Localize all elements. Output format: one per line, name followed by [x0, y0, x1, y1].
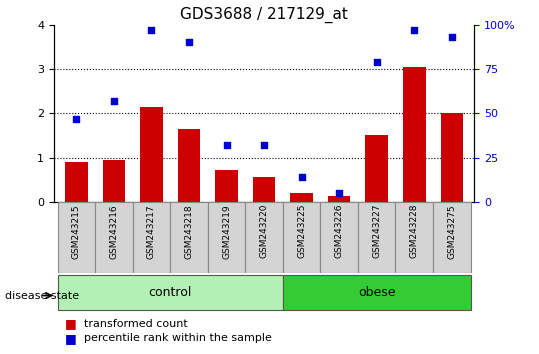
Text: GSM243227: GSM243227: [372, 204, 381, 258]
Bar: [403, 67, 425, 202]
Bar: [283, 202, 320, 273]
Point: [260, 142, 268, 148]
Bar: [65, 162, 88, 202]
Bar: [208, 202, 245, 273]
Bar: [328, 196, 350, 202]
Text: control: control: [149, 286, 192, 298]
Point: [298, 174, 306, 180]
Bar: [283, 275, 471, 309]
Bar: [291, 193, 313, 202]
Point: [109, 98, 118, 104]
Point: [410, 27, 419, 33]
Point: [335, 190, 343, 196]
Title: GDS3688 / 217129_at: GDS3688 / 217129_at: [180, 7, 348, 23]
Bar: [365, 136, 388, 202]
Text: ■: ■: [65, 332, 77, 344]
Text: GSM243216: GSM243216: [109, 204, 119, 258]
Bar: [178, 129, 201, 202]
Text: GSM243228: GSM243228: [410, 204, 419, 258]
Point: [222, 142, 231, 148]
Bar: [433, 202, 471, 273]
Text: ■: ■: [65, 318, 77, 330]
Text: GSM243219: GSM243219: [222, 204, 231, 258]
Bar: [358, 202, 396, 273]
Bar: [58, 202, 95, 273]
Text: transformed count: transformed count: [84, 319, 187, 329]
Bar: [58, 275, 283, 309]
Point: [147, 27, 156, 33]
Bar: [133, 202, 170, 273]
Text: GSM243226: GSM243226: [335, 204, 344, 258]
Point: [185, 40, 194, 45]
Bar: [396, 202, 433, 273]
Text: GSM243225: GSM243225: [297, 204, 306, 258]
Text: GSM243217: GSM243217: [147, 204, 156, 258]
Point: [72, 116, 81, 121]
Text: percentile rank within the sample: percentile rank within the sample: [84, 333, 272, 343]
Text: GSM243218: GSM243218: [184, 204, 194, 258]
Bar: [95, 202, 133, 273]
Point: [372, 59, 381, 65]
Text: GSM243220: GSM243220: [260, 204, 268, 258]
Text: obese: obese: [358, 286, 396, 298]
Bar: [140, 107, 163, 202]
Bar: [245, 202, 283, 273]
Bar: [440, 113, 463, 202]
Bar: [253, 177, 275, 202]
Bar: [320, 202, 358, 273]
Text: GSM243275: GSM243275: [447, 204, 457, 258]
Text: disease state: disease state: [5, 291, 80, 301]
Bar: [170, 202, 208, 273]
Bar: [215, 170, 238, 202]
Text: GSM243215: GSM243215: [72, 204, 81, 258]
Bar: [103, 160, 125, 202]
Point: [447, 34, 456, 40]
